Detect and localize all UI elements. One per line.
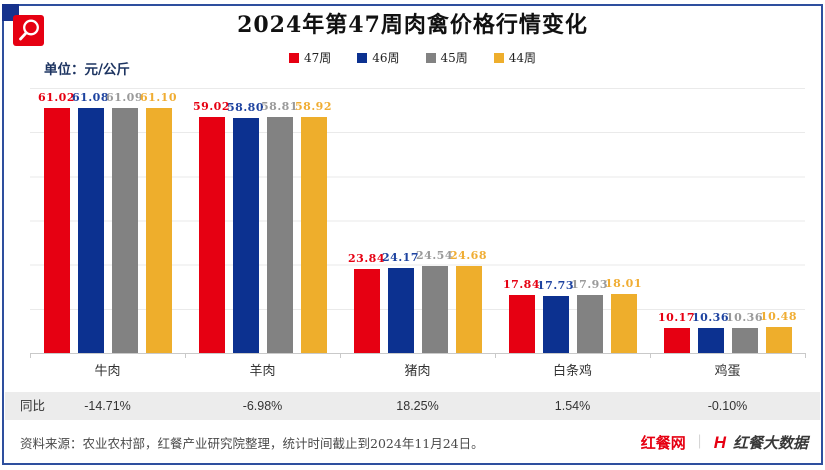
bar-value-label: 17.84 <box>503 278 540 292</box>
brand-hongcan-bigdata-logo: 红餐大数据 <box>732 434 808 452</box>
magnifier-icon <box>19 19 39 41</box>
axis-tick <box>30 353 31 358</box>
bar-group: 23.84 24.17 24.54 24.68 <box>340 88 495 353</box>
legend-item: 46周 <box>357 49 400 66</box>
category-label: 鸡蛋 <box>714 364 741 379</box>
legend-label: 46周 <box>372 51 400 65</box>
page-title: 2024年第47周肉禽价格行情变化 <box>237 12 588 38</box>
footer: 资料来源：农业农村部，红餐产业研究院整理，统计时间截止到2024年11月24日。… <box>5 426 820 458</box>
chart-legend: 47周 46周 45周 44周 <box>0 49 825 66</box>
bar-value-label: 58.80 <box>227 100 264 114</box>
bar-value-label: 10.36 <box>692 310 729 324</box>
bar-chart-plot: 61.02 61.08 61.09 61.10 59.02 58.80 58.81 58.92… <box>30 88 806 358</box>
bar-value-label: 23.84 <box>348 252 385 266</box>
brand-hongcanwang-logo: 红餐网 <box>640 434 686 452</box>
bar: 58.81 <box>261 100 297 353</box>
yoy-value: -14.71% <box>84 399 131 413</box>
unit-label: 单位：元/公斤 <box>44 62 130 78</box>
source-text: 资料来源：农业农村部，红餐产业研究院整理，统计时间截止到2024年11月24日。 <box>20 435 484 451</box>
bar: 18.01 <box>605 277 641 353</box>
bar: 10.48 <box>760 310 796 353</box>
bar: 24.68 <box>450 249 486 353</box>
legend-label: 44周 <box>508 51 537 65</box>
bar: 61.10 <box>140 91 176 353</box>
legend-swatch-icon <box>493 52 504 63</box>
yoy-value: -0.10% <box>707 399 748 413</box>
axis-tick <box>650 353 651 358</box>
bar-value-label: 24.68 <box>450 248 487 262</box>
bar: 59.02 <box>193 100 229 353</box>
bar-group: 59.02 58.80 58.81 58.92 <box>185 88 340 353</box>
bar: 10.17 <box>658 311 694 353</box>
legend-swatch-icon <box>288 52 299 63</box>
bar: 10.36 <box>692 311 728 353</box>
axis-tick <box>340 353 341 358</box>
bar: 61.08 <box>72 91 108 353</box>
bar-value-label: 18.01 <box>605 277 642 291</box>
yoy-values-row: -14.71% -6.98% 18.25% 1.54% -0.10% <box>30 392 805 420</box>
yoy-value: 1.54% <box>554 399 591 413</box>
category-axis: 牛肉 羊肉 猪肉 白条鸡 鸡蛋 <box>30 360 805 379</box>
yoy-value: -6.98% <box>242 399 283 413</box>
bar-value-label: 59.02 <box>193 99 230 113</box>
bar-value-label: 10.48 <box>760 310 797 324</box>
bar: 61.09 <box>106 91 142 353</box>
bar-value-label: 61.09 <box>106 90 143 104</box>
bar-value-label: 10.17 <box>658 311 695 325</box>
bar-group: 17.84 17.73 17.93 18.01 <box>495 88 650 353</box>
bar-value-label: 17.73 <box>537 278 574 292</box>
brand-h-icon: H <box>713 432 726 452</box>
category-label: 羊肉 <box>249 364 276 379</box>
bar-groups: 61.02 61.08 61.09 61.10 59.02 58.80 58.81 58.92… <box>30 88 805 353</box>
legend-label: 47周 <box>303 51 332 65</box>
bar-value-label: 10.36 <box>726 310 763 324</box>
yoy-value: 18.25% <box>396 399 439 413</box>
bar-value-label: 61.10 <box>140 90 177 104</box>
bar-value-label: 24.54 <box>416 249 453 263</box>
bar: 24.54 <box>416 249 452 353</box>
legend-swatch-icon <box>357 52 368 63</box>
bar: 58.92 <box>295 100 331 353</box>
bar: 24.17 <box>382 251 418 353</box>
bar: 17.93 <box>571 278 607 353</box>
bar-group: 61.02 61.08 61.09 61.10 <box>30 88 185 353</box>
bar-value-label: 58.92 <box>295 100 332 113</box>
bar: 61.02 <box>38 91 74 353</box>
magnifier-badge <box>13 15 44 46</box>
bar-value-label: 61.02 <box>38 90 75 104</box>
brand-logos: 红餐网 ｜ H 红餐大数据 <box>641 432 808 453</box>
yoy-band: 同比 -14.71% -6.98% 18.25% 1.54% -0.10% <box>5 392 820 420</box>
brand-divider: ｜ <box>692 434 707 450</box>
axis-tick <box>805 353 806 358</box>
bar-value-label: 61.08 <box>72 90 109 104</box>
axis-tick <box>185 353 186 358</box>
legend-item: 47周 <box>288 49 332 66</box>
bar: 10.36 <box>726 311 762 353</box>
legend-swatch-icon <box>425 52 436 63</box>
bar: 58.80 <box>227 101 263 353</box>
bar: 17.73 <box>537 279 573 353</box>
bar: 23.84 <box>348 252 384 353</box>
category-label: 牛肉 <box>94 364 121 379</box>
category-label: 白条鸡 <box>552 364 592 379</box>
category-label: 猪肉 <box>404 364 431 379</box>
axis-tick <box>495 353 496 358</box>
legend-item: 44周 <box>493 49 537 66</box>
bar: 17.84 <box>503 278 539 353</box>
bar-group: 10.17 10.36 10.36 10.48 <box>650 88 805 353</box>
legend-label: 45周 <box>440 51 468 65</box>
legend-item: 45周 <box>425 49 468 66</box>
bar-value-label: 17.93 <box>571 277 608 291</box>
bar-value-label: 58.81 <box>261 100 298 114</box>
yoy-row-label: 同比 <box>20 399 46 413</box>
bar-value-label: 24.17 <box>382 250 419 264</box>
